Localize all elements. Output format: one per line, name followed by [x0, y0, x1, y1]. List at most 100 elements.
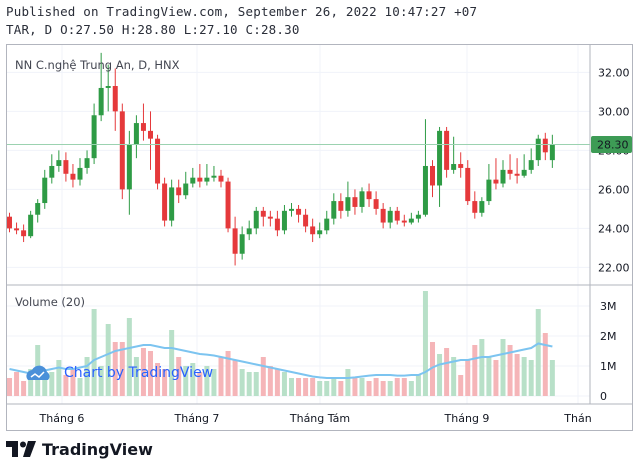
candle[interactable] [394, 206, 400, 225]
volume-bar [303, 378, 309, 396]
candle[interactable] [225, 177, 231, 233]
candle[interactable] [176, 179, 182, 204]
volume-bar [260, 357, 266, 396]
candle[interactable] [444, 126, 450, 178]
candle[interactable] [274, 210, 280, 237]
candle[interactable] [352, 189, 358, 215]
candle[interactable] [56, 150, 62, 172]
candle[interactable] [211, 165, 217, 182]
candle[interactable] [140, 103, 146, 141]
candle[interactable] [14, 222, 20, 235]
chart-frame[interactable] [6, 44, 633, 431]
candle[interactable] [232, 216, 238, 266]
candle-body [289, 208, 294, 211]
candle[interactable] [331, 193, 337, 225]
candle[interactable] [91, 103, 97, 165]
candle-body [70, 173, 76, 180]
candle[interactable] [126, 130, 132, 215]
candle[interactable] [169, 179, 175, 227]
candle[interactable] [70, 164, 76, 188]
candle[interactable] [155, 134, 161, 190]
candle-body [232, 228, 238, 254]
candle[interactable] [486, 164, 492, 205]
candle[interactable] [373, 191, 379, 215]
candle[interactable] [535, 134, 541, 166]
candle[interactable] [148, 111, 153, 170]
candle[interactable] [63, 152, 69, 182]
candle-body [324, 218, 330, 231]
candle[interactable] [105, 64, 111, 112]
candle[interactable] [35, 199, 41, 223]
volume-bar [49, 372, 55, 396]
candle[interactable] [289, 203, 294, 217]
candle[interactable] [267, 210, 273, 227]
candle[interactable] [521, 154, 527, 178]
candle[interactable] [310, 218, 316, 243]
candle[interactable] [472, 191, 478, 219]
candle[interactable] [437, 126, 443, 207]
volume-bar [253, 372, 259, 396]
candle[interactable] [359, 187, 365, 213]
candle-body [352, 197, 358, 207]
candle[interactable] [542, 132, 548, 161]
candle[interactable] [317, 222, 323, 239]
candle[interactable] [493, 158, 499, 190]
candle[interactable] [528, 148, 534, 174]
candle[interactable] [84, 150, 90, 174]
candle[interactable] [366, 183, 372, 207]
candle[interactable] [430, 160, 435, 198]
candle[interactable] [246, 220, 252, 241]
candle[interactable] [507, 154, 513, 180]
candle[interactable] [218, 169, 224, 188]
candle[interactable] [42, 169, 48, 209]
candle[interactable] [281, 204, 287, 235]
candle[interactable] [183, 171, 189, 200]
candle[interactable] [338, 193, 344, 219]
candle[interactable] [204, 164, 210, 186]
candle-body [408, 218, 414, 223]
volume-bar [401, 378, 407, 396]
candle[interactable] [190, 167, 196, 188]
candle-body [387, 210, 393, 223]
candle[interactable] [387, 206, 393, 229]
volume-bar [324, 381, 330, 396]
candle[interactable] [77, 158, 83, 186]
volume-bar [155, 363, 161, 396]
candle[interactable] [239, 226, 245, 260]
candle[interactable] [296, 204, 302, 223]
candle[interactable] [133, 115, 139, 159]
candle[interactable] [7, 212, 12, 233]
candle[interactable] [49, 154, 55, 184]
candle[interactable] [479, 197, 485, 217]
candle[interactable] [260, 206, 266, 227]
volume-title: Volume (20) [15, 295, 85, 309]
candle[interactable] [408, 212, 414, 225]
candle-body [422, 165, 428, 215]
candle[interactable] [380, 203, 386, 229]
candle[interactable] [514, 158, 520, 184]
candle[interactable] [162, 177, 168, 227]
candle-body [310, 226, 316, 235]
candle[interactable] [401, 214, 407, 227]
candle[interactable] [500, 160, 506, 188]
candle[interactable] [98, 52, 104, 122]
candle[interactable] [253, 206, 259, 235]
candle[interactable] [549, 134, 555, 168]
candle[interactable] [345, 181, 351, 217]
watermark[interactable]: Chart by TradingView [26, 365, 213, 381]
candle[interactable] [324, 210, 330, 235]
candle[interactable] [458, 152, 464, 178]
candle[interactable] [451, 136, 457, 174]
tradingview-logo[interactable]: TradingView [6, 438, 153, 460]
candle[interactable] [415, 210, 421, 223]
candle[interactable] [303, 208, 309, 233]
candle[interactable] [465, 160, 471, 205]
candle[interactable] [422, 119, 428, 217]
candle[interactable] [197, 164, 203, 188]
candle[interactable] [112, 68, 118, 131]
candle-body [63, 160, 69, 174]
candle[interactable] [28, 210, 34, 239]
candle[interactable] [119, 103, 125, 200]
candle[interactable] [21, 224, 27, 243]
